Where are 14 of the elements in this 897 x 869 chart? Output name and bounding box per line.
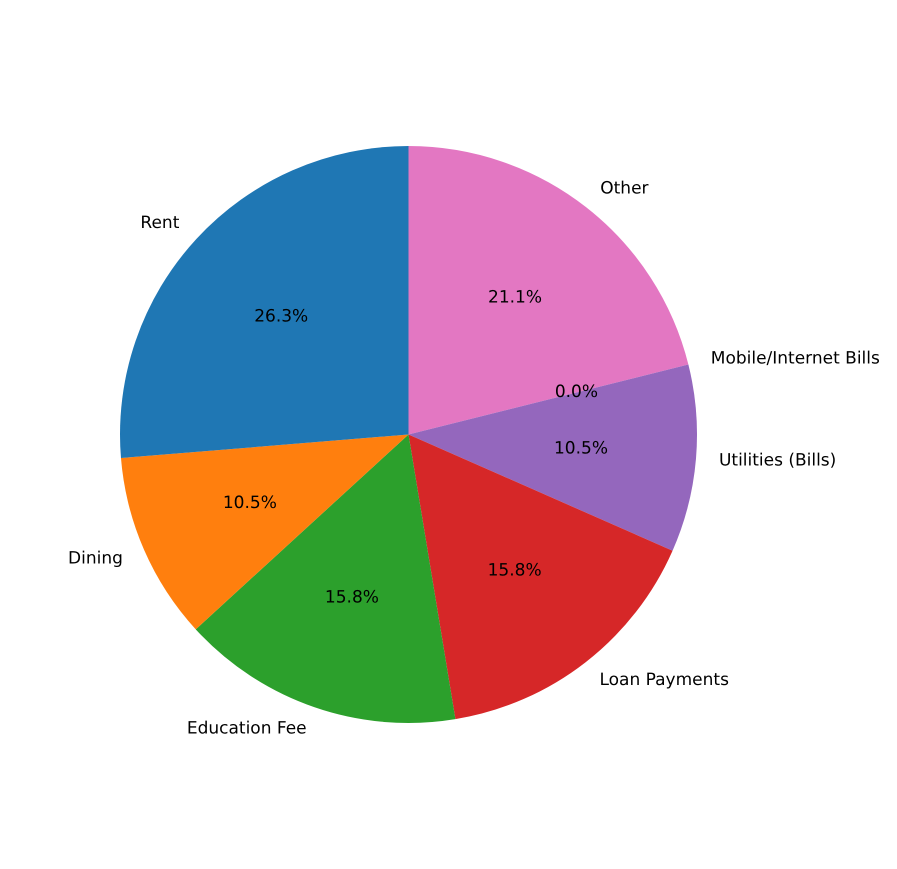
- text: 0.0%: [554, 382, 598, 402]
- category-label: Mobile/Internet Bills: [710, 348, 880, 368]
- slice-label: Education Fee: [186, 718, 307, 738]
- data-label: 10.5%: [222, 493, 277, 514]
- slice-label: Loan Payments: [599, 670, 730, 690]
- data-label: 26.3%: [254, 306, 308, 327]
- slice-label: Rent: [140, 212, 180, 233]
- slice-label: Other: [600, 178, 649, 198]
- data-label: 15.8%: [488, 560, 542, 581]
- data-label: 21.1%: [488, 287, 542, 308]
- slice-label: Utilities (Bills): [718, 450, 836, 470]
- data-label: 10.5%: [554, 438, 608, 459]
- data-label: 15.8%: [324, 588, 379, 608]
- slice-label: Dining: [68, 548, 123, 569]
